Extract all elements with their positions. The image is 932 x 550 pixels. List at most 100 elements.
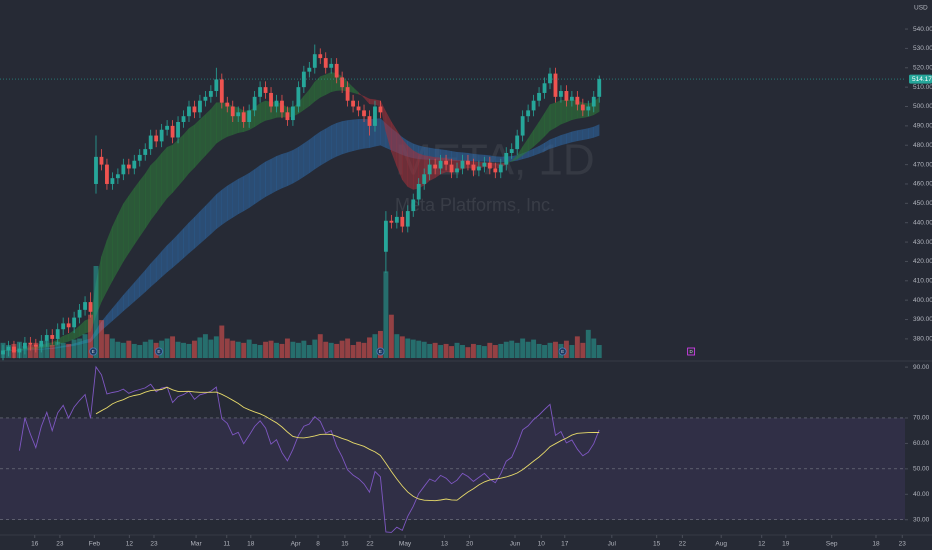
- x-tick-label: Sep: [826, 541, 838, 548]
- volume-bar: [27, 345, 33, 358]
- watermark-name: Meta Platforms, Inc.: [395, 195, 555, 215]
- volume-bar: [224, 338, 230, 358]
- volume-bar: [345, 338, 351, 358]
- candle-body: [154, 135, 159, 142]
- candle-body: [198, 100, 202, 113]
- slow-ribbon: [254, 164, 261, 205]
- slow-ribbon: [484, 154, 491, 162]
- candle-body: [285, 112, 290, 121]
- volume-bar: [509, 340, 515, 358]
- candle-body: [176, 122, 180, 138]
- volume-bar: [77, 338, 83, 358]
- volume-bar: [284, 338, 290, 358]
- rsi-tick-label: 90.00: [913, 364, 930, 371]
- x-tick-label: 18: [247, 541, 255, 548]
- fast-ribbon: [134, 179, 141, 246]
- volume-bar: [481, 346, 487, 358]
- event-marker: [154, 347, 163, 356]
- x-tick-label: 16: [31, 541, 39, 548]
- volume-bar: [263, 341, 269, 358]
- y-tick-label: 420.00: [913, 258, 932, 265]
- fast-ribbon: [161, 146, 168, 207]
- x-tick-label: 19: [782, 541, 790, 548]
- fast-ribbon: [172, 139, 179, 194]
- candle-body: [531, 100, 536, 111]
- fast-ribbon: [177, 134, 184, 187]
- candle-body: [105, 164, 109, 184]
- candle-body: [126, 164, 131, 169]
- candle-body: [389, 220, 394, 223]
- fast-ribbon: [155, 152, 162, 214]
- rsi-tick-label: 40.00: [913, 491, 930, 498]
- x-tick-label: 12: [126, 541, 134, 548]
- volume-bar: [470, 343, 476, 358]
- candle-body: [323, 58, 328, 68]
- candle-body: [187, 106, 191, 117]
- volume-bar: [339, 340, 345, 358]
- candle-body: [400, 216, 405, 227]
- candle-body: [28, 342, 33, 345]
- event-label: E: [561, 349, 564, 354]
- volume-bar: [334, 343, 340, 358]
- volume-bar: [410, 339, 416, 358]
- event-marker: [687, 347, 696, 356]
- candle-body: [219, 79, 224, 103]
- candle-body: [383, 220, 388, 252]
- fast-ribbon: [369, 98, 376, 105]
- candle-body: [170, 125, 175, 138]
- y-tick-label: 460.00: [913, 181, 932, 188]
- volume-bar: [350, 345, 356, 358]
- volume-bar: [399, 336, 405, 358]
- volume-bar: [317, 334, 323, 358]
- candle-body: [258, 87, 263, 97]
- event-label: E: [379, 349, 382, 354]
- volume-bar: [421, 341, 427, 358]
- event-label: E: [92, 349, 95, 354]
- candle-body: [460, 160, 465, 169]
- volume-bar: [186, 343, 192, 358]
- candle-body: [83, 302, 87, 310]
- candle-body: [318, 54, 323, 59]
- candle-body: [143, 149, 148, 155]
- volume-bar: [88, 314, 93, 358]
- candle-body: [405, 211, 410, 227]
- event-label: E: [157, 349, 160, 354]
- volume-bar: [443, 343, 449, 358]
- candle-body: [236, 112, 241, 117]
- volume-bar: [137, 345, 143, 358]
- x-tick-label: 18: [872, 541, 880, 548]
- volume-bar: [454, 342, 460, 358]
- candle-body: [88, 302, 93, 312]
- x-tick-label: 20: [466, 541, 474, 548]
- y-tick-label: 450.00: [913, 200, 932, 207]
- candle-body: [351, 100, 355, 107]
- candle-body: [367, 116, 372, 126]
- volume-bar: [99, 320, 104, 358]
- candle-body: [33, 344, 38, 347]
- candle-body: [208, 91, 213, 97]
- x-tick-label: 23: [56, 541, 64, 548]
- fast-ribbon: [259, 100, 266, 124]
- candle-body: [394, 216, 399, 223]
- volume-bar: [520, 338, 526, 358]
- volume-bar: [252, 343, 258, 358]
- volume-bar: [542, 345, 547, 358]
- candle-body: [504, 152, 509, 165]
- rsi-tick-label: 70.00: [913, 415, 930, 422]
- candle-body: [148, 135, 153, 150]
- candle-body: [121, 164, 126, 175]
- slow-ribbon: [341, 120, 348, 155]
- y-tick-label: 400.00: [913, 297, 932, 304]
- fast-ribbon: [205, 108, 212, 157]
- x-tick-label: 13: [441, 541, 449, 548]
- x-tick-label: 22: [679, 541, 687, 548]
- fast-ribbon: [188, 124, 195, 174]
- candle-body: [12, 346, 16, 353]
- candle-body: [225, 102, 230, 107]
- volume-bar: [306, 345, 312, 358]
- volume-bar: [49, 345, 55, 358]
- slow-ribbon: [588, 126, 595, 140]
- slow-ribbon: [172, 233, 179, 269]
- candle-body: [247, 110, 252, 123]
